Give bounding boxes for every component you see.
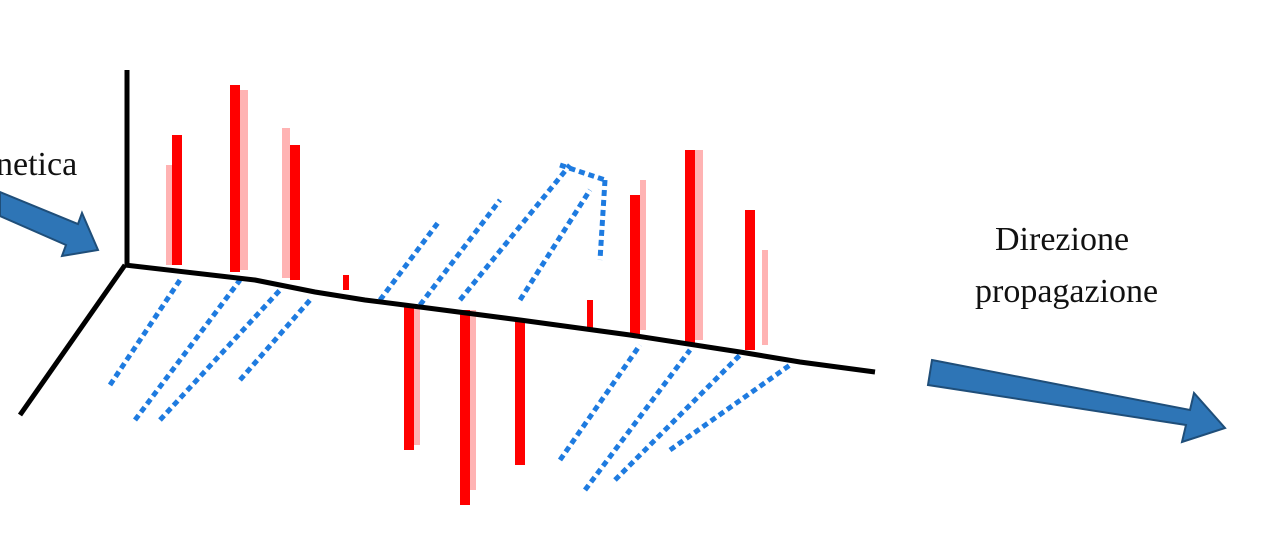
- electric-field: [172, 85, 755, 505]
- right-label-line1: Direzione: [995, 221, 1129, 258]
- right-label-line2: propagazione: [975, 273, 1158, 310]
- diagram: netica Direzione propagazione: [0, 0, 1288, 540]
- left-arrow: [0, 192, 98, 256]
- right-arrow: [928, 360, 1225, 442]
- left-label: netica: [0, 146, 77, 183]
